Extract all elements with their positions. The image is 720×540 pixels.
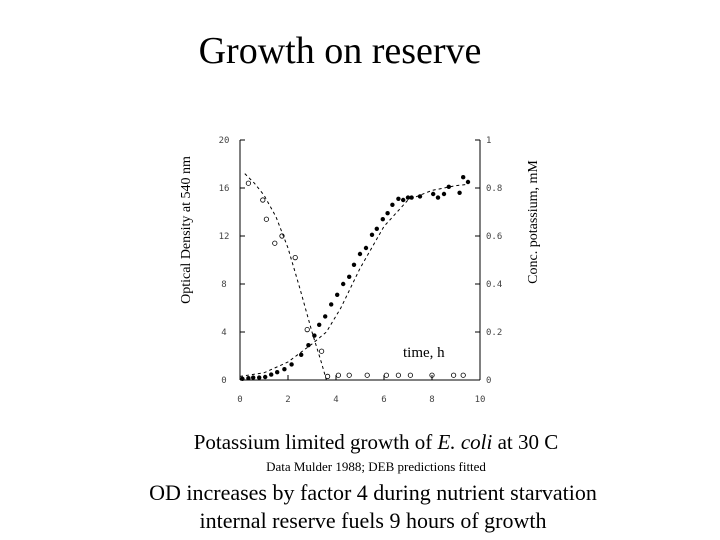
x-axis-label: time, h [403,345,445,361]
od-data-point [417,194,423,199]
y-right-tick-label: 0.2 [486,328,502,338]
y-right-tick-label: 1 [486,136,491,146]
slide-title: Growth on reserve [198,30,482,72]
od-data-point [323,314,328,319]
potassium-data-point [260,197,266,203]
y-right-tick-label: 0.8 [486,184,502,194]
y-left-tick-label: 8 [221,280,226,290]
od-data-point [246,376,251,381]
od-data-point [312,333,317,338]
od-data-point [374,226,379,231]
od-data-point [269,372,274,377]
caption-growth-conditions: Potassium limited growth of E. coli at 3… [0,430,720,455]
y-axis-label-left: Optical Density at 540 nm [179,156,194,304]
potassium-data-point [279,233,285,239]
od-data-point [299,352,304,357]
od-data-point [441,191,447,197]
od-data-point [240,376,245,381]
x-tick-label: 0 [237,395,242,405]
caption-data-source: Data Mulder 1988; DEB predictions fitted [266,459,486,474]
potassium-data-point [460,372,466,378]
y-right-tick-label: 0.4 [486,280,502,290]
potassium-data-point [272,240,278,246]
x-tick-label: 8 [429,395,434,405]
potassium-data-point [263,216,269,222]
potassium-data-point [245,180,251,186]
od-data-point [251,375,256,380]
od-data-point [263,374,268,380]
od-data-point [351,262,357,267]
od-data-point [363,245,369,251]
organism-name: E. coli [437,430,493,454]
potassium-data-point [324,373,331,379]
potassium-fit-curve [244,173,480,381]
y-left-tick-label: 4 [221,328,226,338]
od-data-point [385,211,390,216]
y-axis-label-right: Conc. potassium, mM [526,160,541,284]
od-data-point [461,175,466,180]
od-data-point [431,191,436,197]
potassium-data-point [346,372,352,378]
potassium-data-point [395,372,401,378]
od-data-point [435,195,441,200]
x-tick-label: 4 [333,395,338,405]
od-data-point [390,202,395,207]
caption-part: Potassium limited growth of [193,430,438,454]
y-right-tick-label: 0.6 [486,232,502,242]
potassium-data-point [429,372,435,378]
od-data-point [357,251,363,257]
x-tick-label: 6 [381,395,386,405]
x-tick-label: 2 [285,395,290,405]
y-right-tick-label: 0 [486,376,491,386]
od-data-point [275,370,280,375]
od-data-point [347,274,352,279]
potassium-data-point [318,348,325,354]
od-data-point [335,292,340,297]
od-data-point [317,322,322,327]
potassium-data-point [304,326,310,333]
od-data-point [401,197,406,203]
od-data-point [341,281,346,287]
caption-part: at 30 C [492,430,559,454]
od-data-point [257,375,262,380]
potassium-data-point [292,255,298,261]
potassium-data-point [407,372,413,378]
y-left-tick-label: 16 [219,184,230,194]
od-data-point [380,217,385,222]
od-data-point [369,232,375,237]
od-data-point [409,195,414,200]
od-data-point [405,195,411,200]
od-data-point [282,367,287,372]
od-data-point [329,302,334,307]
od-data-point [306,343,311,348]
caption-od-increase: OD increases by factor 4 during nutrient… [149,480,597,505]
od-data-point [396,196,401,201]
od-data-point [289,362,294,367]
potassium-data-point [335,372,341,378]
potassium-data-point [450,372,457,378]
caption-reserve-fuel: internal reserve fuels 9 hours of growth [199,508,547,533]
y-left-tick-label: 0 [221,376,226,386]
y-left-tick-label: 12 [219,232,230,242]
od-data-point [446,184,451,189]
x-tick-label: 10 [475,395,486,405]
potassium-data-point [364,372,370,378]
y-left-tick-label: 20 [219,136,230,146]
potassium-data-point [383,372,389,378]
od-data-point [465,179,471,185]
od-data-point [457,190,462,195]
